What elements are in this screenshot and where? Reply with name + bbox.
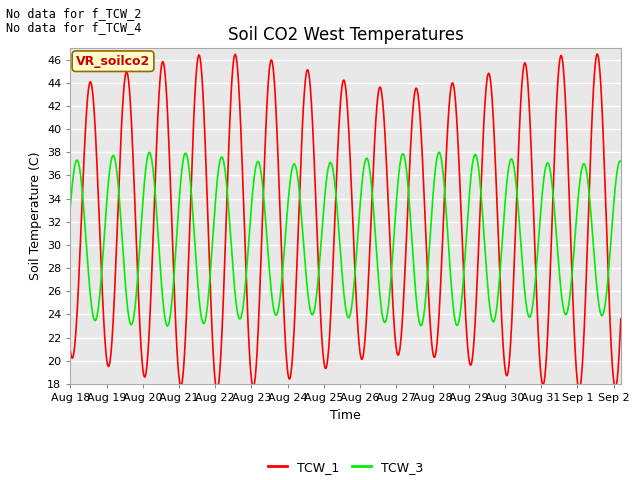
TCW_1 [593, 51, 601, 57]
TCW_3 [617, 158, 625, 164]
Line: TCW_1: TCW_1 [70, 54, 621, 390]
TCW_3 [95, 304, 102, 310]
TCW_3 [335, 221, 342, 227]
TCW_3 [602, 300, 609, 306]
TCW_1 [335, 136, 342, 142]
Title: Soil CO2 West Temperatures: Soil CO2 West Temperatures [228, 25, 463, 44]
TCW_3 [601, 302, 609, 308]
TCW_3 [320, 206, 328, 212]
TCW_3 [435, 149, 443, 155]
TCW_1 [602, 192, 609, 198]
TCW_3 [500, 209, 508, 215]
TCW_1 [617, 316, 625, 322]
TCW_1 [601, 184, 609, 190]
TCW_3 [163, 323, 171, 329]
TCW_3 [67, 203, 74, 209]
Y-axis label: Soil Temperature (C): Soil Temperature (C) [29, 152, 42, 280]
Line: TCW_3: TCW_3 [70, 152, 621, 326]
TCW_1 [213, 387, 221, 393]
Text: VR_soilco2: VR_soilco2 [76, 55, 150, 68]
Text: No data for f_TCW_4: No data for f_TCW_4 [6, 21, 142, 34]
TCW_1 [95, 197, 102, 203]
Text: No data for f_TCW_2: No data for f_TCW_2 [6, 7, 142, 20]
TCW_1 [320, 358, 328, 363]
Legend: TCW_1, TCW_3: TCW_1, TCW_3 [263, 456, 428, 479]
TCW_1 [67, 348, 74, 354]
TCW_1 [500, 356, 508, 361]
X-axis label: Time: Time [330, 408, 361, 421]
